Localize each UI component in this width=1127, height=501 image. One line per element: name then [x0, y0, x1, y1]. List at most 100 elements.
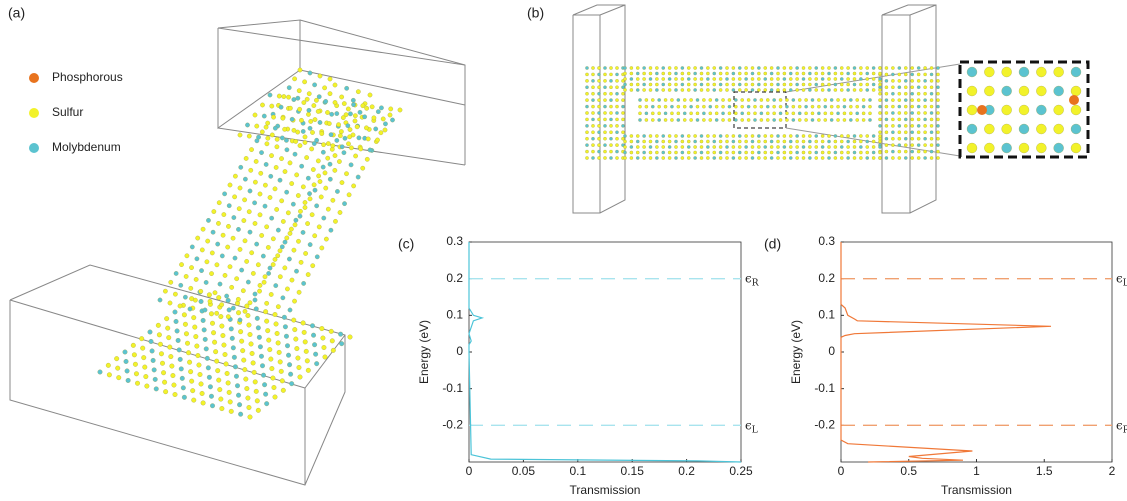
atom	[585, 124, 588, 127]
atom	[849, 105, 852, 108]
atom	[840, 72, 843, 75]
atom	[802, 156, 805, 159]
atom	[917, 105, 920, 108]
atom	[878, 134, 881, 137]
atom	[802, 66, 805, 69]
atom	[805, 105, 808, 108]
atom	[821, 88, 824, 91]
atom	[668, 145, 671, 148]
atom	[792, 112, 795, 115]
atom	[821, 83, 824, 86]
y-tick-label: 0	[456, 344, 463, 358]
atom	[211, 330, 216, 335]
atom	[217, 387, 222, 392]
atom	[859, 134, 862, 137]
atom	[609, 124, 612, 127]
atom	[234, 374, 239, 379]
atom	[779, 118, 782, 121]
atom	[292, 128, 296, 132]
atom	[760, 118, 763, 121]
atom	[636, 66, 639, 69]
atom	[766, 118, 769, 121]
atom	[292, 77, 296, 81]
atom	[643, 140, 646, 143]
lead-box	[10, 265, 345, 485]
atom	[821, 72, 824, 75]
atom	[827, 140, 830, 143]
atom	[227, 308, 232, 313]
atom	[603, 105, 606, 108]
atom	[339, 129, 343, 133]
atom	[361, 104, 365, 108]
atom	[898, 156, 901, 159]
atom	[917, 131, 920, 134]
atom	[649, 151, 652, 154]
atom	[319, 195, 323, 199]
atom	[279, 369, 284, 374]
atom	[226, 314, 230, 318]
atom	[287, 85, 291, 89]
atom	[700, 145, 703, 148]
atom	[776, 88, 779, 91]
atom	[670, 112, 673, 115]
atom	[681, 88, 684, 91]
atom	[984, 67, 994, 77]
atom	[268, 266, 272, 270]
atom	[662, 156, 665, 159]
atom	[694, 72, 697, 75]
atom	[238, 412, 243, 417]
atom	[245, 123, 249, 127]
atom	[327, 121, 331, 125]
atom	[209, 311, 214, 316]
atom	[390, 118, 394, 122]
atom	[827, 134, 830, 137]
atom	[623, 88, 626, 91]
atom	[872, 72, 875, 75]
atom	[342, 101, 346, 105]
atom	[891, 79, 894, 82]
atom	[306, 112, 310, 116]
atom	[293, 152, 297, 156]
atom	[336, 122, 340, 126]
atom	[291, 202, 295, 206]
atom	[621, 105, 624, 108]
atom	[187, 360, 192, 365]
atom	[314, 98, 318, 102]
atom	[320, 326, 325, 331]
atom	[275, 145, 279, 149]
atom	[677, 112, 680, 115]
atom	[271, 376, 276, 381]
atom	[274, 165, 278, 169]
atom	[597, 156, 600, 159]
atom	[849, 112, 852, 115]
atom	[313, 352, 318, 357]
atom	[745, 140, 748, 143]
atom	[789, 140, 792, 143]
atom	[123, 350, 128, 355]
atom	[898, 105, 901, 108]
atom	[265, 142, 269, 146]
atom	[271, 115, 275, 119]
atom	[764, 83, 767, 86]
atom	[324, 99, 328, 103]
atom	[597, 105, 600, 108]
atom	[878, 92, 881, 95]
atom	[694, 151, 697, 154]
atom	[306, 272, 310, 276]
atom	[294, 218, 298, 222]
atom	[662, 66, 665, 69]
atom	[597, 144, 600, 147]
atom	[181, 386, 186, 391]
atom	[643, 66, 646, 69]
atom	[623, 83, 626, 86]
legend-label: Sulfur	[52, 105, 83, 119]
atom	[687, 83, 690, 86]
atom	[232, 215, 236, 219]
atom	[283, 169, 287, 173]
atom	[696, 105, 699, 108]
atom	[683, 118, 686, 121]
atom	[1019, 143, 1029, 153]
atom	[757, 134, 760, 137]
atom	[351, 102, 355, 106]
atom	[248, 300, 252, 304]
